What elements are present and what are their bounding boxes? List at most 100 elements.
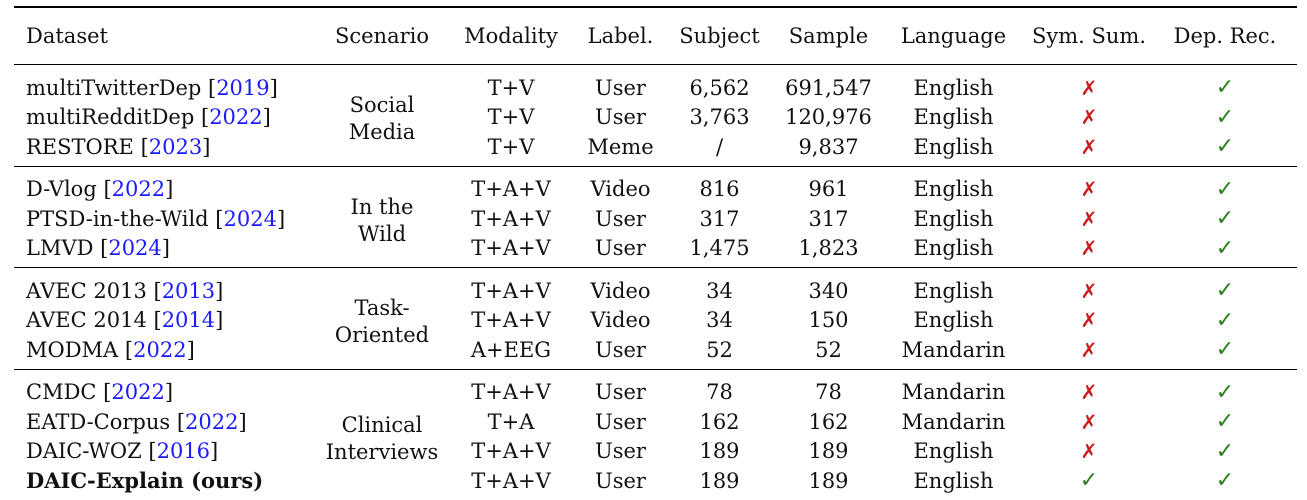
cell-dataset: CMDC [2022] [14, 369, 319, 407]
cite-close-bracket: ] [164, 380, 174, 404]
cite-close-bracket: ] [186, 337, 195, 362]
cell-dataset: multiTwitterDep [2019] [14, 65, 319, 103]
dataset-comparison-table: Dataset Scenario Modality Label. Subject… [14, 6, 1297, 500]
header-subject: Subject [679, 24, 760, 48]
cell-sym-sum: ✗ [1025, 65, 1153, 103]
cell-dep-rec: ✓ [1153, 234, 1297, 268]
dataset-name: MODMA [26, 337, 119, 362]
cell-sym-sum: ✗ [1025, 335, 1153, 369]
dataset-name: DAIC-Explain (ours) [26, 467, 264, 493]
cell-label: Meme [587, 134, 654, 159]
cell-dep-rec: ✓ [1153, 132, 1297, 166]
cross-icon: ✗ [1080, 337, 1098, 362]
header-sym-sum: Sym. Sum. [1031, 24, 1146, 48]
scenario-line: Oriented [334, 323, 430, 348]
check-icon: ✓ [1215, 337, 1235, 362]
cell-label: User [595, 75, 646, 100]
scenario-line: Media [348, 120, 416, 145]
table-row: multiRedditDep [2022] T+V User 3,763 120,976… [14, 103, 1297, 133]
cross-icon: ✗ [1080, 308, 1098, 332]
cell-dataset: AVEC 2014 [2014] [14, 306, 319, 336]
table-row: multiTwitterDep [2019] Social Media T+V User… [14, 65, 1297, 144]
cite-open-bracket: [ [146, 278, 162, 303]
cross-icon: ✗ [1080, 439, 1098, 463]
table-row: PTSD-in-the-Wild [2024] T+A+V User 317 317 En… [14, 204, 1297, 234]
cross-icon: ✗ [1080, 177, 1098, 201]
cite-open-bracket: [ [141, 439, 157, 463]
table-row: DAIC-WOZ [2016] T+A+V User 189 189 English ✗ ✓ [14, 437, 1297, 467]
cross-icon: ✗ [1080, 409, 1098, 434]
cite-close-bracket: ] [210, 439, 219, 463]
citation-link[interactable]: 2016 [156, 439, 211, 463]
citation-link[interactable]: 2024 [108, 236, 162, 260]
cell-label: User [595, 468, 646, 493]
cell-modality: T+A+V [471, 439, 551, 463]
cell-label: Video [590, 177, 651, 201]
cell-subject: 78 [706, 380, 733, 404]
citation-link[interactable]: 2022 [133, 337, 187, 362]
citation-link[interactable]: 2024 [223, 206, 277, 231]
cell-language: English [913, 308, 994, 332]
cite-open-bracket: [ [93, 236, 109, 260]
cell-sample: 78 [815, 380, 842, 404]
cell-dep-rec: ✓ [1153, 204, 1297, 234]
cell-dep-rec: ✓ [1153, 335, 1297, 369]
cell-subject: 189 [699, 439, 740, 463]
cross-icon: ✗ [1080, 134, 1098, 159]
scenario-line: Wild [357, 221, 407, 246]
citation-link[interactable]: 2014 [161, 308, 216, 332]
cell-modality: T+A+V [471, 308, 551, 332]
cell-dataset: AVEC 2013 [2013] [14, 268, 319, 306]
cite-open-bracket: [ [208, 206, 224, 231]
cell-language: Mandarin [901, 337, 1006, 362]
cell-sym-sum: ✗ [1025, 234, 1153, 268]
citation-link[interactable]: 2013 [161, 278, 216, 303]
table-header: Dataset Scenario Modality Label. Subject… [14, 7, 1297, 65]
cite-open-bracket: [ [170, 409, 186, 434]
cell-sym-sum: ✗ [1025, 204, 1153, 234]
cell-sym-sum: ✗ [1025, 306, 1153, 336]
cell-sym-sum: ✗ [1025, 103, 1153, 133]
cell-dep-rec: ✓ [1153, 268, 1297, 306]
scenario-line: In the [350, 194, 414, 219]
citation-link[interactable]: 2022 [209, 105, 263, 129]
cell-scenario: In the Wild [319, 166, 445, 268]
check-icon: ✓ [1215, 278, 1235, 303]
table-row: AVEC 2013 [2013] Task- Oriented T+A+V Video 3… [14, 268, 1297, 347]
check-icon: ✓ [1215, 438, 1235, 464]
check-icon: ✓ [1215, 176, 1235, 202]
table-group: multiTwitterDep [2019] Social Media T+V User… [14, 65, 1297, 166]
header-row: Dataset Scenario Modality Label. Subject… [14, 7, 1297, 65]
cell-modality: T+A [487, 409, 535, 434]
cell-subject: 34 [706, 278, 733, 303]
header-label: Label. [587, 24, 654, 48]
citation-link[interactable]: 2019 [216, 75, 270, 100]
cell-subject: 6,562 [689, 75, 750, 100]
cross-icon: ✗ [1080, 75, 1098, 100]
check-icon: ✓ [1215, 307, 1235, 333]
citation-link[interactable]: 2022 [111, 380, 165, 404]
cell-modality: A+EEG [470, 337, 552, 362]
citation-link[interactable]: 2023 [148, 134, 203, 159]
cell-label: Video [590, 308, 651, 332]
cell-language: English [913, 134, 994, 159]
cell-sym-sum: ✗ [1025, 437, 1153, 467]
header-sample: Sample [788, 24, 869, 48]
scenario-line: Clinical [341, 412, 423, 437]
cite-close-bracket: ] [276, 206, 286, 231]
dataset-comparison-table-wrapper: Dataset Scenario Modality Label. Subject… [14, 6, 1297, 500]
check-icon: ✓ [1215, 379, 1235, 405]
citation-link[interactable]: 2022 [111, 177, 166, 201]
check-icon: ✓ [1215, 206, 1235, 231]
cross-icon: ✗ [1080, 105, 1098, 129]
cell-modality: T+A+V [471, 206, 551, 231]
cell-subject: 317 [699, 206, 740, 231]
dataset-name: EATD-Corpus [26, 409, 171, 434]
cell-sample: 961 [808, 177, 849, 201]
citation-link[interactable]: 2022 [185, 409, 239, 434]
cell-sym-sum: ✗ [1025, 407, 1153, 437]
cell-language: English [913, 105, 994, 129]
dataset-name: RESTORE [26, 134, 134, 159]
cell-sym-sum: ✗ [1025, 268, 1153, 306]
cell-language: English [913, 75, 994, 100]
